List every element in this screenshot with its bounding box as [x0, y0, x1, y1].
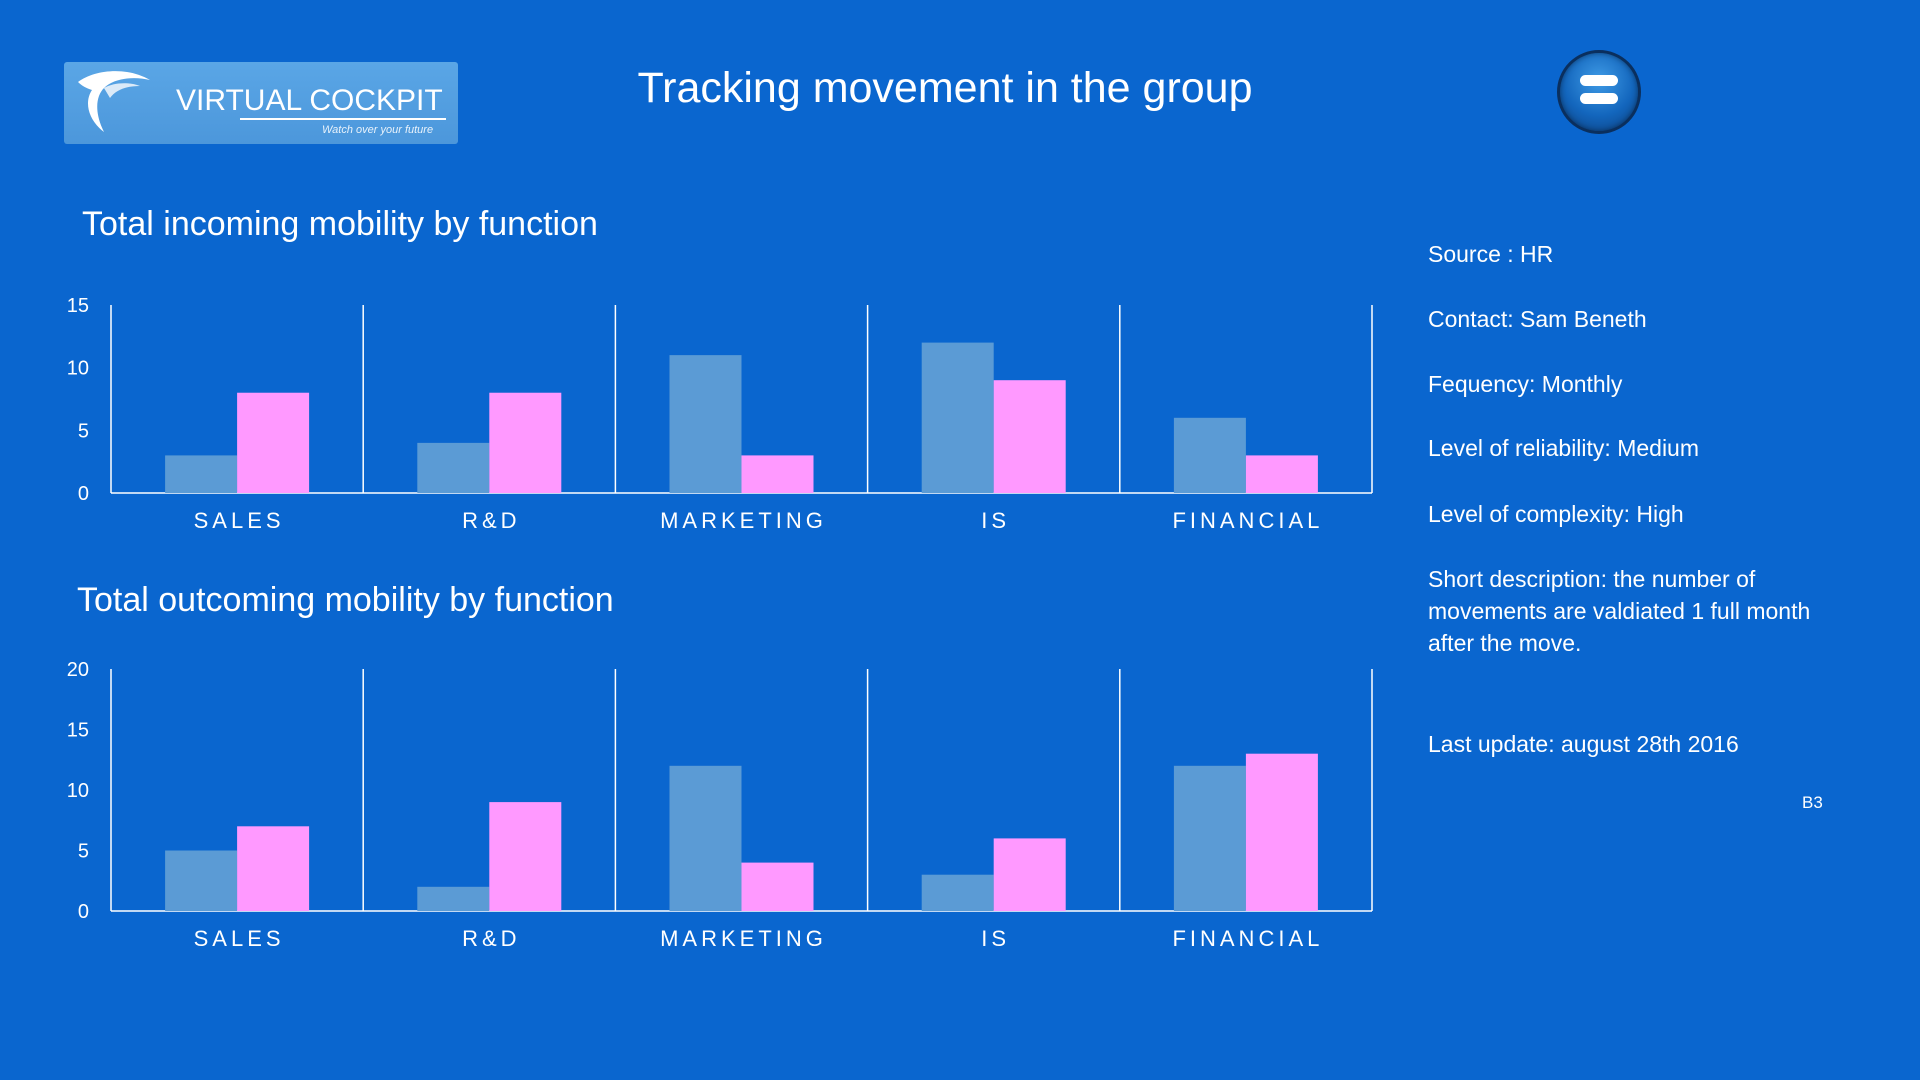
y-tick-label: 15: [67, 720, 89, 742]
bar-series-b: [993, 838, 1066, 911]
logo-tagline: Watch over your future: [322, 124, 434, 136]
y-tick-label: 0: [78, 483, 89, 505]
logo-underline: [240, 118, 446, 120]
category-label: MARKETING: [660, 508, 827, 533]
virtual-cockpit-logo: VIRTUAL COCKPIT Watch over your future: [64, 62, 458, 144]
menu-icon: [1580, 75, 1618, 86]
bar-series-b: [993, 380, 1066, 493]
bar-series-b: [1245, 753, 1318, 911]
chart-title-outcoming: Total outcoming mobility by function: [77, 581, 614, 619]
y-tick-label: 20: [67, 659, 89, 681]
info-contact: Contact: Sam Beneth: [1428, 306, 1647, 332]
category-label: SALES: [194, 926, 285, 951]
y-tick-label: 5: [78, 420, 89, 442]
bar-series-a: [921, 874, 994, 911]
info-last-update: Last update: august 28th 2016: [1428, 731, 1739, 757]
bar-series-a: [1173, 765, 1246, 911]
category-label: MARKETING: [660, 926, 827, 951]
bar-series-b: [237, 826, 310, 911]
category-label: FINANCIAL: [1172, 508, 1323, 533]
y-tick-label: 10: [67, 358, 89, 380]
menu-icon: [1580, 93, 1618, 104]
category-label: R&D: [462, 508, 520, 533]
y-tick-label: 0: [78, 901, 89, 923]
bar-series-a: [165, 455, 238, 493]
page-title: Tracking movement in the group: [637, 64, 1253, 112]
bar-series-a: [669, 355, 742, 493]
bar-series-a: [1173, 417, 1246, 493]
category-label: R&D: [462, 926, 520, 951]
info-description: Short description: the number of movemen…: [1428, 566, 1811, 656]
eagle-logo-icon: [78, 71, 150, 132]
bar-series-a: [921, 342, 994, 493]
info-frequency: Fequency: Monthly: [1428, 371, 1623, 397]
bar-series-a: [417, 886, 490, 911]
bar-series-a: [165, 850, 238, 911]
bar-series-a: [669, 765, 742, 911]
bar-series-a: [417, 442, 490, 493]
bar-series-b: [237, 392, 310, 493]
bar-series-b: [1245, 455, 1318, 493]
bar-series-b: [741, 862, 814, 911]
info-complexity: Level of complexity: High: [1428, 501, 1684, 527]
category-label: IS: [981, 926, 1010, 951]
menu-button[interactable]: [1557, 50, 1641, 134]
bar-series-b: [489, 802, 562, 911]
chart-title-incoming: Total incoming mobility by function: [82, 205, 598, 243]
bar-series-b: [741, 455, 814, 493]
y-tick-label: 15: [67, 295, 89, 317]
info-source: Source : HR: [1428, 241, 1554, 267]
category-label: SALES: [194, 508, 285, 533]
y-tick-label: 5: [78, 841, 89, 863]
category-label: IS: [981, 508, 1010, 533]
page-code: B3: [1802, 793, 1823, 812]
logo-text: VIRTUAL COCKPIT: [176, 84, 443, 117]
y-tick-label: 10: [67, 780, 89, 802]
category-label: FINANCIAL: [1172, 926, 1323, 951]
info-reliability: Level of reliability: Medium: [1428, 435, 1700, 461]
bar-series-b: [489, 392, 562, 493]
